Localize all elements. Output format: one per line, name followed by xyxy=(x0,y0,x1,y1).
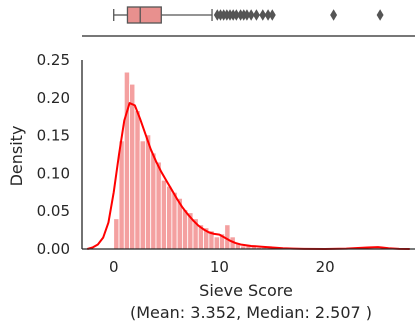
x-tick-label: 10 xyxy=(210,258,229,276)
x-axis-label: Sieve Score xyxy=(199,281,293,300)
y-axis-label: Density xyxy=(7,126,26,187)
boxplot-outlier xyxy=(330,9,338,21)
histogram-bar xyxy=(134,110,141,250)
boxplot-outlier xyxy=(259,9,267,21)
histogram-bar xyxy=(182,209,189,250)
histogram-bar xyxy=(113,218,120,250)
histogram-bar xyxy=(224,224,231,250)
histogram-bar xyxy=(150,152,157,250)
x-tick-labels: 0 10 20 xyxy=(109,258,335,276)
histogram-bar xyxy=(129,83,136,250)
boxplot-outlier xyxy=(268,9,276,21)
histogram-bar xyxy=(145,134,152,250)
y-tick-label: 0.20 xyxy=(37,89,70,107)
histogram-bar xyxy=(213,236,220,250)
histogram-bar xyxy=(166,185,173,250)
boxplot-outlier xyxy=(252,9,260,21)
y-tick-label: 0.00 xyxy=(37,240,70,258)
boxplot-outlier xyxy=(247,9,255,21)
x-axis-label-stats: (Mean: 3.352, Median: 2.507 ) xyxy=(130,303,372,322)
y-tick-labels: 0.00 0.05 0.10 0.15 0.20 0.25 xyxy=(37,51,70,258)
y-tick-label: 0.10 xyxy=(37,164,70,182)
boxplot-panel xyxy=(113,6,384,24)
boxplot-outlier xyxy=(376,9,384,21)
histogram-bars xyxy=(113,71,273,250)
histogram-bar xyxy=(123,71,130,250)
histogram-bar xyxy=(118,140,125,250)
histogram-bar xyxy=(139,140,146,250)
histogram-bar xyxy=(155,161,162,250)
y-tick-label: 0.15 xyxy=(37,127,70,145)
x-tick-label: 0 xyxy=(109,258,119,276)
x-tick-label: 20 xyxy=(316,258,335,276)
boxplot-box xyxy=(126,6,162,24)
y-tick-label: 0.05 xyxy=(37,202,70,220)
histogram-bar xyxy=(160,179,167,250)
histogram-bar xyxy=(171,191,178,250)
y-tick-label: 0.25 xyxy=(37,51,70,69)
